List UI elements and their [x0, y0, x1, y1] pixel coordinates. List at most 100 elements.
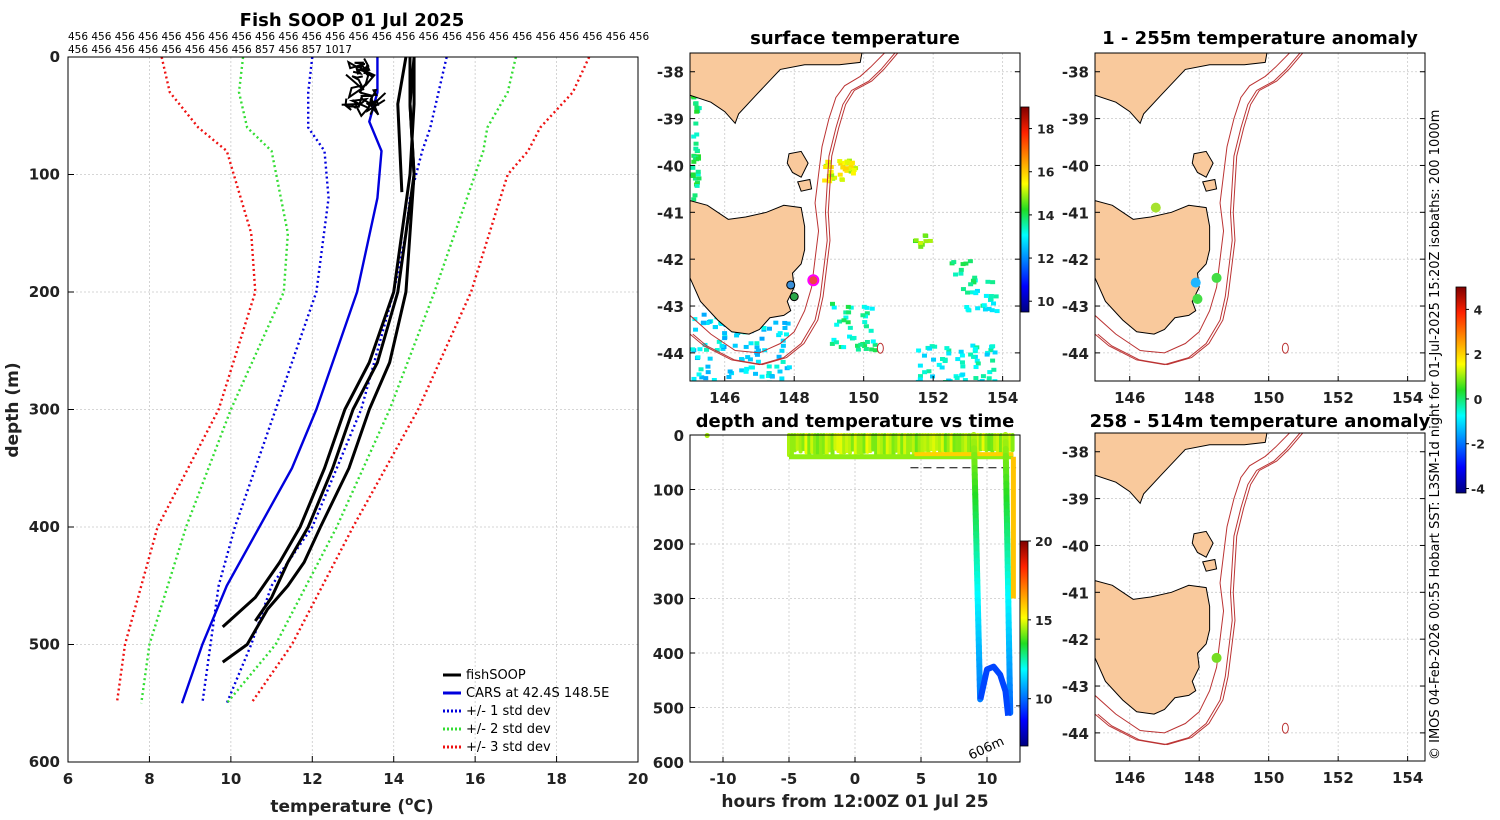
sst-pixel	[749, 341, 754, 345]
sst-pixel	[968, 282, 973, 286]
dt-ytick-label: 0	[674, 427, 684, 445]
map-ytick-label: -44	[1062, 725, 1089, 743]
dt-colorbar-tick-label: 10	[1035, 692, 1053, 707]
sst-pixel	[705, 365, 710, 369]
sst-pixel	[739, 368, 744, 372]
map-xtick-label: 152	[1323, 769, 1354, 787]
profile-xlabel: temperature (oC)	[270, 794, 433, 817]
sst-pixel	[702, 313, 707, 317]
sst-pixel	[834, 323, 839, 327]
sst-pixel	[722, 331, 727, 335]
sst-pixel	[779, 376, 784, 380]
sst-pixel	[981, 374, 986, 378]
anom2-point	[1212, 653, 1222, 663]
map-xtick-label: 154	[1392, 389, 1423, 407]
profile-ytick-label: 600	[29, 753, 60, 771]
map-ytick-label: -38	[657, 64, 684, 82]
sst-pixel	[961, 287, 966, 291]
sst-pixel	[974, 365, 979, 369]
sst-pixel	[767, 327, 772, 331]
dt-ytick-label: 400	[653, 645, 684, 663]
sst-pixel	[720, 344, 725, 348]
anom1-point	[1151, 203, 1161, 213]
sst-pixel	[694, 101, 699, 105]
credit-text: © IMOS 04-Feb-2026 00:55 Hobart SST: L3S…	[1428, 110, 1443, 760]
sst-pixel	[973, 347, 978, 351]
sst-pixel	[852, 168, 857, 172]
anomaly-shallow-panel: 1 - 255m temperature anomaly 146 148 150 15…	[1062, 28, 1425, 407]
profile-xtick-label: 6	[63, 770, 73, 788]
dt-grid	[690, 435, 1020, 762]
dt-ytick-label: 100	[653, 482, 684, 500]
sst-pixel	[864, 324, 869, 328]
profile-line-fishsoop-cast-a	[223, 57, 414, 662]
dt-series	[705, 433, 1020, 716]
map-ytick-label: -43	[1062, 298, 1089, 316]
sst-pixel	[697, 372, 702, 376]
dt-colorbar-tick-label: 20	[1035, 534, 1053, 549]
sst-pixel	[753, 372, 758, 376]
profile-xtick-label: 20	[628, 770, 649, 788]
anom2-points	[1212, 653, 1222, 663]
sst-pixel	[928, 239, 933, 243]
map-ytick-label: -39	[657, 111, 684, 129]
profile-line--3-std	[251, 57, 589, 703]
sst-pixel	[822, 179, 827, 183]
sst-pixel	[961, 262, 966, 266]
sst-station-marker	[790, 293, 798, 301]
sst-colorbar-tick-label: 12	[1037, 251, 1054, 266]
sst-pixel	[916, 348, 921, 352]
dt-xtick-label: -10	[709, 770, 736, 788]
sst-pixel	[769, 374, 774, 378]
sst-pixel	[845, 160, 850, 164]
dt-xlabel: hours from 12:00Z 01 Jul 25	[721, 792, 988, 812]
sst-pixel	[694, 110, 699, 114]
sst-pixel	[860, 313, 865, 317]
sst-pixel	[848, 326, 853, 330]
dt-xtick-label: -5	[781, 770, 798, 788]
dt-xtick-label: 0	[850, 770, 860, 788]
sst-pixel	[842, 318, 847, 322]
profile-ytick-label: 100	[29, 166, 60, 184]
profile-xtick-label: 8	[144, 770, 154, 788]
sst-pixel	[744, 345, 749, 349]
sst-pixel	[846, 310, 851, 314]
sst-pixel	[695, 184, 700, 188]
anomaly-colorbar-tick-label: 4	[1474, 302, 1483, 317]
legend-label-3std: +/- 3 std dev	[466, 740, 551, 755]
map-ytick-label: -40	[657, 157, 684, 175]
sst-pixel	[784, 332, 789, 336]
anomaly-colorbar	[1456, 287, 1466, 493]
sst-colorbar-tick-label: 10	[1037, 294, 1055, 309]
map-xtick-label: 148	[779, 389, 810, 407]
dt-point	[705, 433, 710, 438]
sst-pixel	[840, 178, 845, 182]
profile-xtick-label: 10	[220, 770, 241, 788]
sst-pixel	[940, 366, 945, 370]
sst-pixel	[696, 170, 701, 174]
sst-pixel	[734, 333, 739, 337]
sst-pixel	[918, 245, 923, 249]
sst-pixel	[990, 308, 995, 312]
dt-bottom-trace	[980, 667, 1008, 716]
map-ytick-label: -41	[1062, 204, 1089, 222]
sst-pixel	[973, 376, 978, 380]
sst-pixel	[858, 343, 863, 347]
fishsoop-surface-cluster	[342, 59, 386, 116]
map-ytick-label: -40	[1062, 157, 1089, 175]
sst-station-marker	[787, 281, 795, 289]
sst-pixel	[918, 241, 923, 245]
sst-pixel	[694, 132, 699, 136]
sst-pixel	[744, 370, 749, 374]
profile-xtick-label: 14	[383, 770, 404, 788]
sst-pixel	[959, 350, 964, 354]
surface-temperature-panel: surface temperature 146 148 150 152 154 -38 -3…	[657, 28, 1055, 407]
sst-pixel	[767, 364, 772, 368]
sst-pixel	[985, 353, 990, 357]
sst-pixel	[825, 160, 830, 164]
sst-pixel	[694, 106, 699, 110]
sst-pixel	[693, 328, 698, 332]
sst-pixel	[971, 355, 976, 359]
sst-pixel	[774, 365, 779, 369]
map-ytick-label: -42	[657, 251, 684, 269]
